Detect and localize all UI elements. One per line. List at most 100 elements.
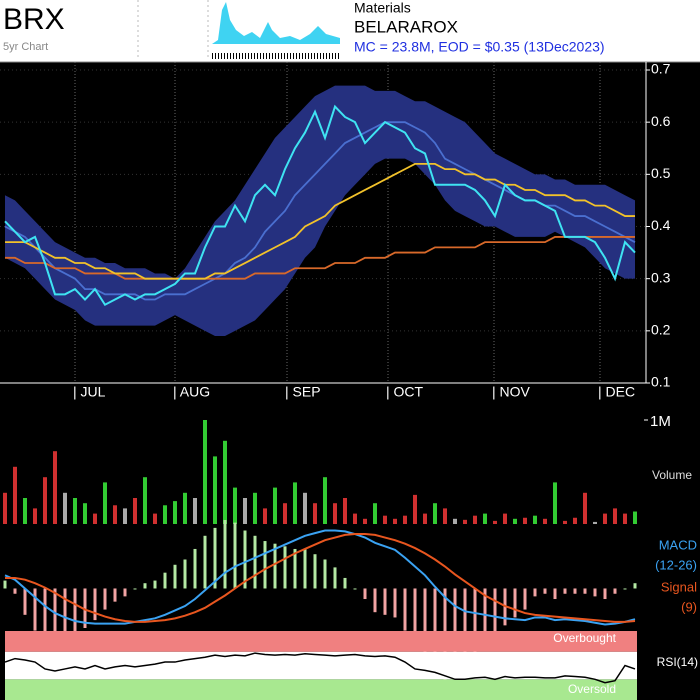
histogram-bar [483,588,487,647]
price-line [5,163,635,280]
histogram-bar [133,588,137,590]
histogram-bar [43,588,47,644]
volume-bar [553,482,557,524]
histogram-bar [3,580,7,589]
histogram-bar [533,588,537,597]
volume-bar [543,518,547,524]
volume-bar [23,498,27,524]
volume-bar [473,515,477,524]
histogram-bar [163,572,167,589]
histogram-bar [563,588,567,594]
volume-bar [533,515,537,524]
volume-bar [43,477,47,524]
volume-bar [93,513,97,524]
macd-line [4,529,636,626]
histogram-bar [143,583,147,589]
summary: MC = 23.8M, EOD = $0.35 (13Dec2023) [354,39,605,55]
y-tick-label: 0.7 [651,61,671,77]
period: 5yr Chart [3,41,48,53]
volume-bar [313,503,317,524]
y-tick-label: 0.5 [651,165,671,181]
volume-bar [613,508,617,524]
histogram-bar [263,541,267,589]
histogram-bar [23,588,27,615]
volume-bar [373,503,377,524]
y-tick-label: 0.1 [651,374,671,390]
volume-bar [593,521,597,524]
neutral-zone [5,651,637,680]
histogram-bar [273,543,277,589]
histogram-bar [373,588,377,613]
sector: Materials [354,0,411,16]
oversold-zone [5,679,637,700]
histogram-bar [113,588,117,602]
histogram-bar [153,580,157,589]
volume-bar [113,505,117,524]
oversold-label: Oversold [568,682,616,696]
volume-bar [523,517,527,524]
volume-bar [193,498,197,524]
volume-bar [173,501,177,524]
histogram-bar [623,588,627,590]
x-tick-label: | NOV [492,384,531,400]
volume-bar [53,451,57,524]
histogram-bar [223,519,227,589]
histogram-bar [93,588,97,621]
volume-bar [73,498,77,524]
y-tick-label: 1M [650,413,671,430]
volume-bar [33,508,37,524]
volume-bar [423,513,427,524]
histogram-bar [173,564,177,589]
histogram-bar [213,527,217,589]
overbought-label: Overbought [553,631,616,645]
bollinger-band [5,85,635,337]
histogram-bar [603,588,607,600]
histogram-bar [403,588,407,631]
histogram-bar [433,588,437,671]
histogram-bar [33,588,37,631]
volume-bar [183,492,187,524]
volume-bar [203,420,207,524]
y-tick-label: 0.4 [651,217,671,233]
volume-bar [573,517,577,524]
histogram-bar [473,588,477,663]
histogram-bar [393,588,397,618]
y-tick-label: 0.3 [651,269,671,285]
histogram-bar [333,567,337,589]
legend-period: (9) [681,599,697,614]
thumbnail [212,2,340,44]
volume-bar [233,487,237,524]
histogram-bar [283,546,287,589]
y-axis-label: Volume [652,468,692,482]
volume-bar [343,498,347,524]
volume-bar [253,492,257,524]
x-tick-label: | OCT [386,384,424,400]
volume-bar [623,513,627,524]
volume-bar [433,503,437,524]
volume-bar [393,518,397,524]
histogram-bar [523,588,527,610]
legend-name: MACD [659,537,697,552]
volume-bar [293,482,297,524]
histogram-bar [553,588,557,600]
histogram-bar [103,588,107,610]
volume-bar [273,487,277,524]
volume-bar [3,492,7,524]
volume-bar [363,518,367,524]
price-line [5,236,635,280]
overbought-zone [5,631,637,652]
volume-bar [563,520,567,524]
histogram-bar [313,554,317,589]
volume-bar [453,518,457,524]
rsi-label: RSI(14) [657,655,698,669]
volume-bar [123,508,127,524]
histogram-bar [383,588,387,615]
volume-bar [323,477,327,524]
histogram-bar [253,535,257,589]
volume-bar [213,456,217,524]
x-tick-label: | DEC [598,384,635,400]
y-tick-label: 0.6 [651,113,671,129]
volume-bar [153,513,157,524]
